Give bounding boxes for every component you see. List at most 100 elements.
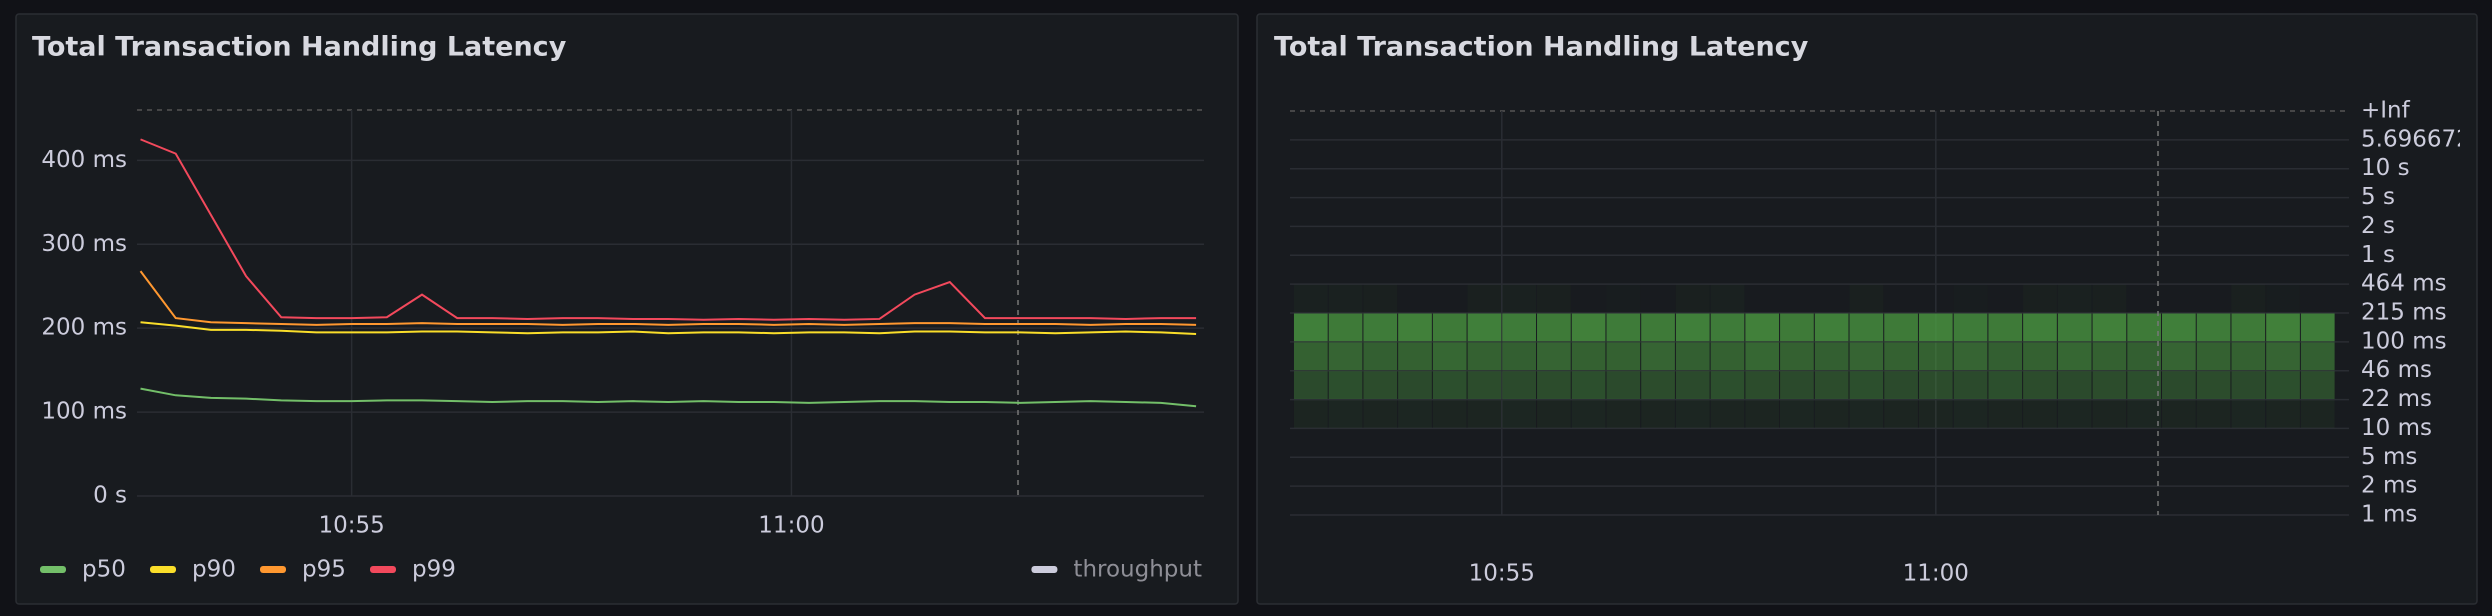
heatmap-cell bbox=[2093, 429, 2127, 457]
heatmap-cell bbox=[1433, 227, 1467, 255]
panel bbox=[1256, 13, 2478, 605]
heatmap-cell bbox=[1745, 371, 1780, 400]
heatmap-cell bbox=[1572, 285, 1606, 313]
heatmap-cell bbox=[1780, 198, 1814, 226]
heatmap-cell bbox=[1641, 400, 1675, 428]
y-tick-label: 5.696672 bbox=[2361, 126, 2471, 152]
heatmap-cell bbox=[1710, 342, 1745, 371]
heatmap-cell bbox=[2266, 227, 2300, 255]
heatmap-cell bbox=[1398, 371, 1432, 400]
heatmap-cell bbox=[1884, 256, 1918, 284]
heatmap-cell bbox=[2093, 285, 2127, 313]
heatmap-cell bbox=[1850, 256, 1884, 284]
legend-label[interactable]: p50 bbox=[82, 557, 126, 583]
heatmap-cell bbox=[1953, 400, 1988, 428]
heatmap-cell bbox=[2300, 342, 2335, 371]
legend-label[interactable]: p95 bbox=[302, 557, 346, 583]
heatmap-cell bbox=[2197, 487, 2231, 515]
heatmap-cell bbox=[1884, 429, 1918, 457]
legend-label[interactable]: throughput bbox=[1073, 557, 1202, 583]
heatmap-cell bbox=[1571, 313, 1606, 342]
heatmap-cell bbox=[2231, 198, 2265, 226]
heatmap-cell bbox=[1572, 112, 1606, 140]
heatmap-cell bbox=[1363, 429, 1397, 457]
heatmap-cell bbox=[2301, 198, 2335, 226]
heatmap-cell bbox=[1329, 169, 1363, 197]
heatmap-cell bbox=[2266, 342, 2300, 371]
heatmap-cell bbox=[1641, 313, 1675, 342]
heatmap-cell bbox=[2093, 487, 2127, 515]
heatmap-cell bbox=[2127, 400, 2162, 428]
heatmap-cell bbox=[1641, 285, 1675, 313]
heatmap-cell bbox=[1954, 285, 1988, 313]
heatmap-cell bbox=[1432, 313, 1467, 342]
heatmap-cell bbox=[1363, 169, 1397, 197]
heatmap-cell bbox=[2023, 112, 2057, 140]
legend-label[interactable]: p99 bbox=[412, 557, 456, 583]
heatmap-cell bbox=[1815, 285, 1849, 313]
heatmap-cell bbox=[1537, 169, 1571, 197]
y-tick-label: 215 ms bbox=[2361, 300, 2447, 326]
heatmap-cell bbox=[1745, 140, 1779, 168]
heatmap-cell bbox=[1919, 256, 1953, 284]
y-tick-label: 464 ms bbox=[2361, 271, 2447, 297]
heatmap-cell bbox=[1780, 400, 1814, 428]
heatmap-cell bbox=[2127, 487, 2161, 515]
heatmap-cell bbox=[1294, 198, 1328, 226]
heatmap-cell bbox=[2266, 458, 2300, 486]
heatmap-cell bbox=[1850, 487, 1884, 515]
heatmap-cell bbox=[1363, 371, 1398, 400]
heatmap-cell bbox=[1433, 112, 1467, 140]
heatmap-cell bbox=[1745, 198, 1779, 226]
heatmap-cell bbox=[1884, 371, 1918, 400]
heatmap-cell bbox=[2023, 227, 2057, 255]
heatmap-cell bbox=[1502, 458, 1536, 486]
heatmap-cell bbox=[2058, 198, 2092, 226]
heatmap-cell bbox=[1780, 458, 1814, 486]
heatmap-cell bbox=[2197, 285, 2231, 313]
heatmap-cell bbox=[1467, 400, 1502, 428]
heatmap-cell bbox=[2301, 458, 2335, 486]
heatmap-cell bbox=[1814, 342, 1849, 371]
heatmap-cell bbox=[1954, 458, 1988, 486]
heatmap-cell bbox=[1641, 371, 1675, 400]
heatmap-cell bbox=[1884, 342, 1918, 371]
heatmap-cell bbox=[2127, 140, 2161, 168]
heatmap-cell bbox=[2231, 112, 2265, 140]
heatmap-cell bbox=[1502, 284, 1537, 313]
heatmap-cell bbox=[1641, 256, 1675, 284]
heatmap-cell bbox=[1919, 487, 1953, 515]
heatmap-cell bbox=[2092, 371, 2127, 400]
heatmap-cell bbox=[2266, 371, 2300, 400]
heatmap-cell bbox=[1676, 429, 1710, 457]
heatmap-cell bbox=[2058, 429, 2092, 457]
heatmap-cell bbox=[2231, 400, 2266, 428]
panel-title: Total Transaction Handling Latency bbox=[32, 32, 567, 63]
heatmap-cell bbox=[1711, 256, 1745, 284]
heatmap-cell bbox=[1294, 169, 1328, 197]
heatmap-cell bbox=[1502, 169, 1536, 197]
heatmap-cell bbox=[1363, 112, 1397, 140]
heatmap-cell bbox=[2162, 458, 2196, 486]
heatmap-cell bbox=[1954, 140, 1988, 168]
line-chart: Total Transaction Handling Latency 0 s 10… bbox=[32, 32, 1204, 583]
heatmap-cell bbox=[1433, 285, 1467, 313]
heatmap-cell bbox=[1815, 140, 1849, 168]
heatmap-cell bbox=[1745, 400, 1780, 428]
heatmap-cell bbox=[1780, 256, 1814, 284]
y-tick-label: 5 ms bbox=[2361, 444, 2417, 470]
heatmap-cell bbox=[1711, 458, 1745, 486]
heatmap-cell bbox=[2057, 400, 2092, 428]
y-tick-label: 300 ms bbox=[41, 231, 127, 257]
heatmap-cell bbox=[1606, 429, 1640, 457]
heatmap-cell bbox=[1328, 400, 1363, 428]
heatmap-cell bbox=[1502, 400, 1537, 428]
heatmap-cell bbox=[1988, 487, 2022, 515]
heatmap-cell bbox=[2162, 429, 2196, 457]
heatmap-cell bbox=[1329, 458, 1363, 486]
heatmap-cell bbox=[1988, 342, 2023, 371]
heatmap-cell bbox=[1676, 169, 1710, 197]
heatmap-cell bbox=[1537, 112, 1571, 140]
legend-label[interactable]: p90 bbox=[192, 557, 236, 583]
